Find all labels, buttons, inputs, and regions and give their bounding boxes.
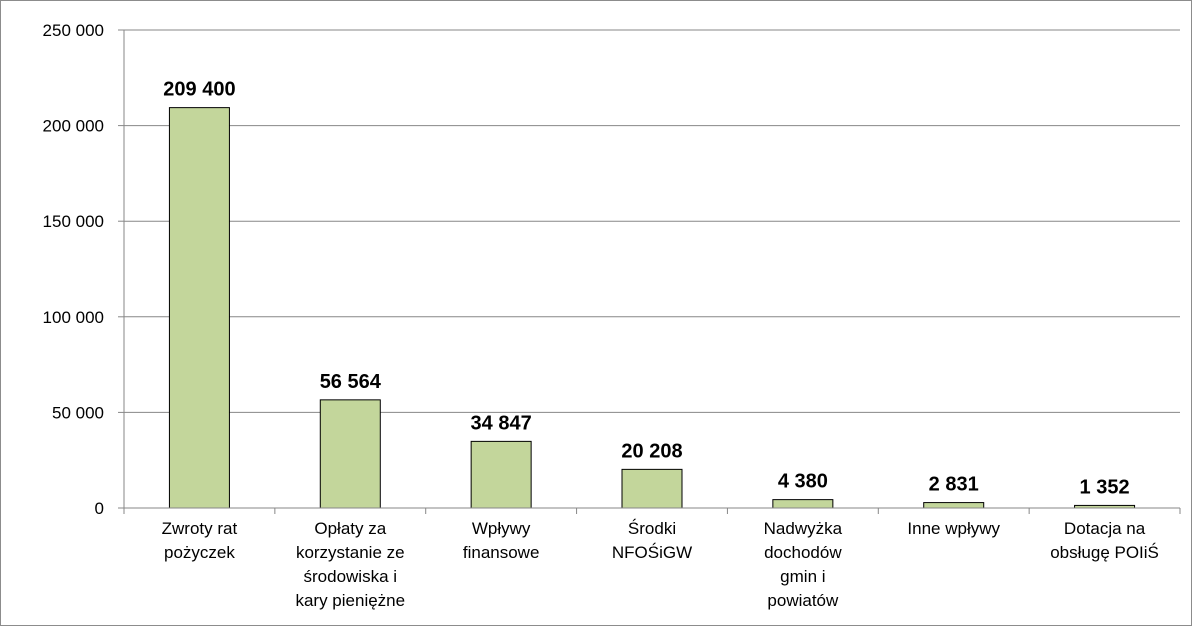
gridlines: [124, 29, 1180, 413]
axes: [118, 29, 1181, 514]
x-tick-label-line: pożyczek: [164, 543, 235, 562]
x-tick-label-line: Nadwyżka: [764, 519, 843, 538]
x-tick-label-line: korzystanie ze: [296, 543, 405, 562]
y-tick-labels: 0 50 000 100 000 150 000 200 000 250 000: [43, 21, 104, 518]
data-label: 209 400: [163, 79, 235, 101]
bar: [319, 399, 381, 509]
x-tick-label-line: Dotacja na: [1064, 519, 1146, 538]
x-tick-label: Inne wpływy: [907, 519, 1000, 538]
x-tick-label-line: Środki: [628, 519, 676, 538]
bars: [168, 107, 1136, 509]
data-labels: 209 400 56 564 34 847 20 208 4 380 2 831 1 352: [163, 79, 1129, 499]
data-label: 2 831: [929, 474, 979, 496]
y-tick-label: 50 000: [52, 403, 104, 422]
bar: [470, 440, 532, 509]
bar: [772, 499, 834, 509]
data-label: 56 564: [320, 371, 382, 393]
x-tick-label: Dotacja na obsługę POIiŚ: [1050, 519, 1159, 562]
y-tick-label: 250 000: [43, 21, 104, 40]
x-tick-label: Wpływy finansowe: [463, 519, 540, 562]
x-tick-labels: Zwroty rat pożyczek Opłaty za korzystanie z…: [162, 519, 1159, 610]
data-label: 20 208: [621, 440, 682, 462]
x-tick-label-line: dochodów: [764, 543, 842, 562]
x-tick-label-line: środowiska i: [304, 567, 398, 586]
bar: [168, 107, 230, 509]
y-tick-label: 150 000: [43, 212, 104, 231]
data-label: 1 352: [1080, 476, 1130, 498]
x-tick-label-line: Inne wpływy: [907, 519, 1000, 538]
x-tick-label-line: gmin i: [780, 567, 825, 586]
bar: [923, 502, 985, 509]
data-label: 34 847: [471, 412, 532, 434]
x-tick-label: Środki NFOŚiGW: [612, 519, 692, 562]
x-tick-label-line: kary pieniężne: [295, 591, 405, 610]
x-tick-label: Nadwyżka dochodów gmin i powiatów: [764, 519, 843, 610]
data-label: 4 380: [778, 471, 828, 493]
x-tick-label-line: Zwroty rat: [162, 519, 238, 538]
x-tick-label: Zwroty rat pożyczek: [162, 519, 238, 562]
y-tick-label: 100 000: [43, 308, 104, 327]
x-tick-label-line: NFOŚiGW: [612, 543, 692, 562]
x-tick-label: Opłaty za korzystanie ze środowiska i kary …: [295, 519, 405, 610]
x-tick-label-line: powiatów: [767, 591, 839, 610]
y-tick-label: 0: [95, 499, 104, 518]
x-tick-label-line: finansowe: [463, 543, 540, 562]
x-tick-label-line: Opłaty za: [314, 519, 386, 538]
x-tick-label-line: obsługę POIiŚ: [1050, 543, 1159, 562]
y-tick-label: 200 000: [43, 117, 104, 136]
bar: [621, 468, 683, 509]
x-tick-label-line: Wpływy: [472, 519, 531, 538]
